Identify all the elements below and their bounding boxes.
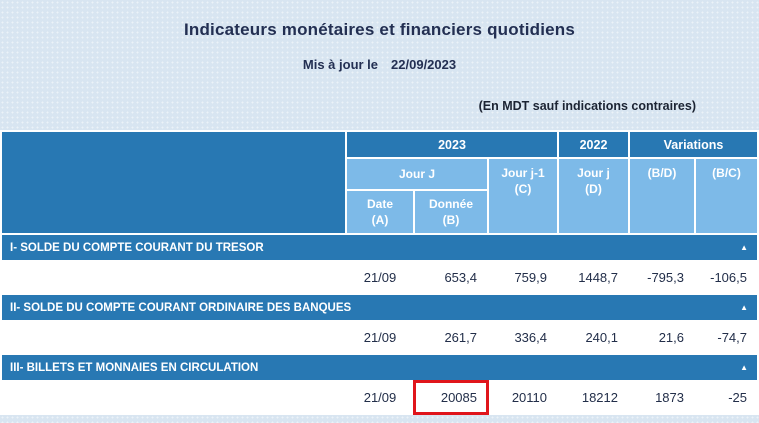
section-header-billets: III- BILLETS ET MONNAIES EN CIRCULATION … <box>2 355 757 380</box>
indicators-table: 2023 2022 Variations Jour J Jour j-1 (C)… <box>0 130 759 415</box>
col-header-jour-j-d: Jour j (D) <box>559 159 628 233</box>
col-header-jour-j-1-c: Jour j-1 (C) <box>489 159 557 233</box>
cell-donnee: 261,7 <box>415 322 487 353</box>
updated-line: Mis à jour le 22/09/2023 <box>0 57 759 72</box>
cell-bc: -25 <box>696 382 757 413</box>
col-header-bd: (B/D) <box>630 159 694 233</box>
cell-donnee: 653,4 <box>415 262 487 293</box>
collapse-triangle-icon[interactable]: ▲ <box>740 362 748 372</box>
section-header-banques: II- SOLDE DU COMPTE COURANT ORDINAIRE DE… <box>2 295 757 320</box>
col-header-date-line1: Date <box>366 196 393 211</box>
section-title: III- BILLETS ET MONNAIES EN CIRCULATION <box>10 361 259 374</box>
col-header-donnee-b: Donnée (B) <box>415 191 487 233</box>
collapse-triangle-icon[interactable]: ▲ <box>740 302 748 312</box>
page-title: Indicateurs monétaires et financiers quo… <box>183 20 576 39</box>
collapse-triangle-icon[interactable]: ▲ <box>740 242 748 252</box>
section-row-2: II- SOLDE DU COMPTE COURANT ORDINAIRE DE… <box>2 295 757 320</box>
col-header-jour-j-d-line2: (D) <box>585 182 602 197</box>
cell-bc: -106,5 <box>696 262 757 293</box>
cell-bc: -74,7 <box>696 322 757 353</box>
cell-jour-j: 1448,7 <box>559 262 628 293</box>
cell-bd: -795,3 <box>630 262 694 293</box>
unit-note: (En MDT sauf indications contraires) <box>478 99 696 113</box>
col-header-jour-j: Jour J <box>347 159 487 189</box>
col-header-bc: (B/C) <box>696 159 757 233</box>
col-header-date-line2: (A) <box>371 213 389 227</box>
table-row-billets: 21/09 20085 20110 18212 1873 -25 <box>2 380 757 415</box>
cell-date: 21/09 <box>347 382 413 413</box>
row-label-empty <box>2 382 345 413</box>
col-group-2023: 2023 <box>347 132 557 157</box>
cell-jour-j-1: 759,9 <box>489 262 557 293</box>
cell-jour-j-1: 20110 <box>489 382 557 413</box>
row-label-empty <box>2 262 345 293</box>
table-row-banques: 21/09 261,7 336,4 240,1 21,6 -74,7 <box>2 322 757 353</box>
section-row-1: I- SOLDE DU COMPTE COURANT DU TRESOR ▲ <box>2 235 757 260</box>
col-header-jour-j-1-line2: (C) <box>514 182 532 197</box>
col-header-donnee-line2: (B) <box>442 213 460 227</box>
col-header-jour-j-1-line1: Jour j-1 <box>501 166 545 180</box>
cell-bd: 1873 <box>630 382 694 413</box>
col-group-2022: 2022 <box>559 132 628 157</box>
col-header-jour-j-d-line1: Jour j <box>577 166 610 180</box>
cell-date: 21/09 <box>347 322 413 353</box>
cell-jour-j: 18212 <box>559 382 628 413</box>
cell-bd: 21,6 <box>630 322 694 353</box>
updated-date: 22/09/2023 <box>391 57 457 72</box>
section-title: II- SOLDE DU COMPTE COURANT ORDINAIRE DE… <box>10 301 352 314</box>
cell-jour-j: 240,1 <box>559 322 628 353</box>
section-header-tresor: I- SOLDE DU COMPTE COURANT DU TRESOR ▲ <box>2 235 757 260</box>
cell-donnee-highlighted: 20085 <box>413 380 489 415</box>
cell-date: 21/09 <box>347 262 413 293</box>
corner-header-cell <box>2 132 345 233</box>
cell-jour-j-1: 336,4 <box>489 322 557 353</box>
section-title: I- SOLDE DU COMPTE COURANT DU TRESOR <box>10 241 264 254</box>
updated-label: Mis à jour le <box>302 57 379 72</box>
table-row-tresor: 21/09 653,4 759,9 1448,7 -795,3 -106,5 <box>2 262 757 293</box>
row-label-empty <box>2 322 345 353</box>
section-row-3: III- BILLETS ET MONNAIES EN CIRCULATION … <box>2 355 757 380</box>
col-header-donnee-line1: Donnée <box>428 196 473 211</box>
col-header-date-a: Date (A) <box>347 191 413 233</box>
col-group-variations: Variations <box>630 132 757 157</box>
